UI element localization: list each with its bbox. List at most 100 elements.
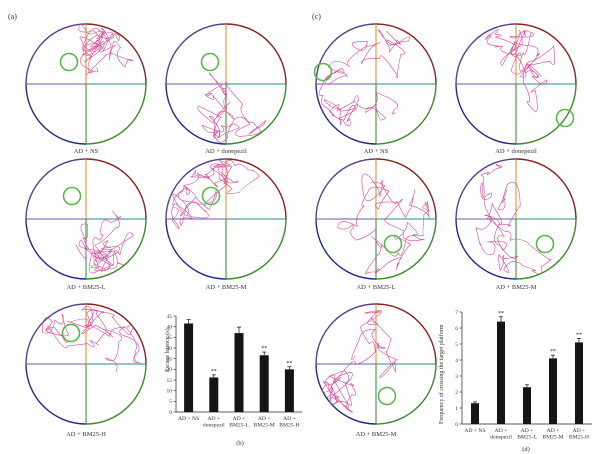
pool-arc-bottom-right [85,83,147,145]
bar [549,358,557,424]
significance-label: ** [498,311,504,317]
x-tick-label: donepezil [203,423,225,429]
pool-arc-top-right [515,158,577,220]
pool-caption-a3: AD + BM25-L [66,284,106,291]
pool-arc-bottom-left [455,218,517,280]
pool-trace-c5 [312,300,440,428]
pool-trace-c2 [452,20,580,148]
x-tick-label: donepezil [490,435,512,441]
pool-arc-bottom-left [315,218,377,280]
pool-arc-top-left [25,158,87,220]
swim-path [337,173,430,275]
y-tick-label: 10 [167,388,173,394]
pool-arc-bottom-right [515,83,577,145]
crossing-frequency-ylabel: Frequency of crossing the target platfor… [439,324,445,424]
pool-arc-bottom-right [375,83,437,145]
bar [575,342,583,424]
pool-arc-top-right [375,158,437,220]
platform-circle [535,234,555,254]
platform-circle [62,186,82,206]
pool-trace-c4 [452,155,580,283]
pool-arc-top-right [515,23,577,85]
pool-arc-bottom-left [25,218,87,280]
bar [184,323,194,412]
bar [259,355,269,412]
pool-arc-bottom-left [315,363,377,425]
y-tick-label: 0 [169,410,172,416]
swim-path [171,159,260,229]
x-tick-label: BM25-M [254,423,275,429]
swim-path [321,309,398,413]
pool-arc-top-left [315,23,377,85]
pool-arc-bottom-right [375,218,437,280]
pool-arc-bottom-left [315,83,377,145]
x-tick-label: AD + [573,428,586,434]
significance-label: ** [211,369,217,375]
bar [209,377,219,412]
x-tick-label: BM25-H [569,435,589,441]
y-tick-label: 30 [167,346,173,352]
bar [284,369,294,412]
swim-path [75,210,134,274]
pool-arc-top-right [85,158,147,220]
pool-caption-c5: AD + BM25-M [355,431,397,438]
swim-path [197,72,267,143]
crossing-frequency-chart: 0 1 2 3 4 5 6 7 AD + NS ** AD + donepezil AD + BM25-L… [450,300,600,453]
platform-circle [59,52,79,72]
x-tick-label: AD + [521,428,534,434]
platform-circle [200,52,220,72]
swim-path [475,164,552,275]
bar [234,333,244,412]
pool-arc-top-left [25,23,87,85]
pool-arc-bottom-left [165,83,227,145]
y-tick-label: 1 [455,406,458,412]
x-tick-label: BM25-H [279,423,299,429]
bar [497,321,505,424]
pool-trace-a5 [22,300,150,428]
pool-arc-bottom-right [515,218,577,280]
pool-arc-bottom-left [25,363,87,425]
pool-trace-c3 [312,155,440,283]
pool-arc-bottom-left [455,83,517,145]
pool-arc-top-right [85,303,147,365]
pool-caption-a2: AD + donepezil [205,148,247,155]
pool-arc-top-left [315,158,377,220]
escape-latency-ylabel: Escape latency (s) [165,328,171,372]
pool-caption-c1: AD + NS [363,148,389,155]
x-tick-label: AD + [207,416,220,422]
pool-trace-a3 [22,155,150,283]
y-tick-label: 7 [455,310,458,316]
pool-caption-a4: AD + BM25-M [205,284,247,291]
x-tick-label: AD + [283,416,296,422]
panel-label: (b) [236,440,244,447]
pool-arc-bottom-right [85,363,147,425]
pool-arc-top-left [165,158,227,220]
y-tick-label: 40 [167,324,173,330]
x-tick-label: AD + [547,428,560,434]
x-tick-label: BM25-L [229,423,249,429]
pool-arc-top-right [85,23,147,85]
bar [523,387,531,424]
significance-label: ** [286,361,292,367]
pool-arc-bottom-left [25,83,87,145]
pool-arc-top-left [165,23,227,85]
x-tick-label: AD + [258,416,271,422]
platform-circle [377,386,397,406]
x-tick-label: AD + NS [178,416,199,422]
pool-trace-a4 [162,155,290,283]
pool-trace-a2 [162,20,290,148]
x-tick-label: BM25-M [542,435,563,441]
x-tick-label: AD + NS [464,428,485,434]
pool-arc-bottom-right [225,218,287,280]
bar [471,403,479,424]
platform-circle [555,108,575,128]
escape-latency-chart: 0 5 10 15 20 25 30 35 40 45 AD + NS ** AD + donepezil… [162,300,312,450]
platform-circle [383,234,403,254]
x-tick-label: BM25-L [517,435,537,441]
y-tick-label: 2 [455,390,458,396]
y-tick-label: 35 [167,335,173,341]
